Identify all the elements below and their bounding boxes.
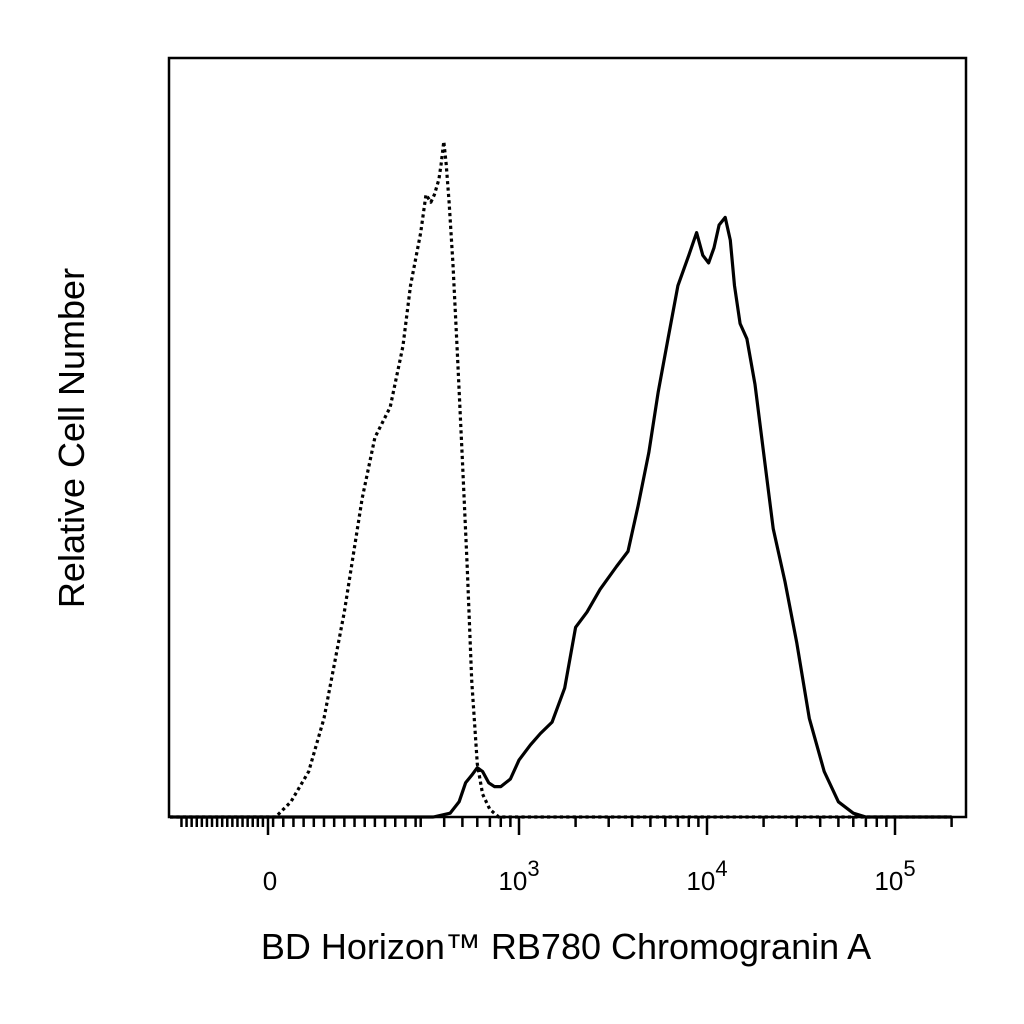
x-tick-label: 103 bbox=[498, 856, 539, 896]
x-axis-ticks bbox=[180, 817, 953, 835]
x-tick-label: 105 bbox=[874, 856, 915, 896]
y-axis-label: Relative Cell Number bbox=[51, 268, 92, 608]
series-dotted-line bbox=[170, 139, 952, 819]
series-solid-line bbox=[170, 215, 952, 819]
series-layer bbox=[170, 139, 952, 819]
x-tick-labels: 0 103 104 105 bbox=[263, 856, 916, 896]
x-axis-label: BD Horizon™ RB780 Chromogranin A bbox=[261, 926, 871, 967]
x-tick-label: 104 bbox=[686, 856, 727, 896]
x-tick-label: 0 bbox=[263, 866, 277, 896]
plot-frame bbox=[167, 56, 968, 819]
